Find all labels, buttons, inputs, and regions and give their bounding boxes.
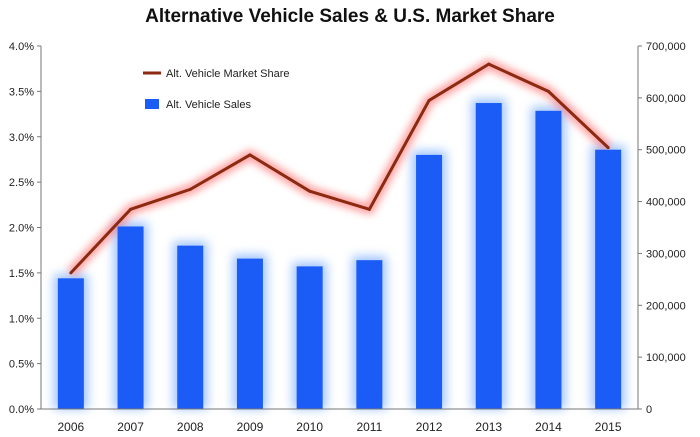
bar: [117, 226, 144, 409]
left-tick-label: 0.5%: [9, 359, 34, 371]
right-tick-label: 600,000: [646, 93, 686, 105]
line-point: [129, 207, 133, 211]
line-point: [367, 207, 371, 211]
left-tick-label: 4.0%: [9, 41, 34, 53]
right-tick-label: 400,000: [646, 197, 686, 209]
line-point: [69, 271, 73, 275]
legend-label-sales: Alt. Vehicle Sales: [166, 99, 251, 111]
legend-label-market-share: Alt. Vehicle Market Share: [166, 68, 290, 80]
right-tick-label: 100,000: [646, 352, 686, 364]
line-point: [427, 98, 431, 102]
right-tick-label: 700,000: [646, 41, 686, 53]
x-tick-label: 2013: [475, 420, 502, 434]
x-tick-label: 2010: [296, 420, 323, 434]
bar: [296, 266, 323, 409]
chart-title: Alternative Vehicle Sales & U.S. Market …: [145, 6, 555, 27]
right-tick-label: 200,000: [646, 300, 686, 312]
line-point: [248, 153, 252, 157]
bar: [595, 149, 622, 409]
line-point: [308, 189, 312, 193]
right-tick-label: 500,000: [646, 145, 686, 157]
left-tick-label: 1.5%: [9, 268, 34, 280]
x-tick-label: 2006: [57, 420, 84, 434]
x-tick-label: 2009: [237, 420, 264, 434]
bar: [57, 278, 84, 409]
x-tick-label: 2008: [177, 420, 204, 434]
left-tick-label: 0.0%: [9, 404, 34, 416]
bar: [475, 103, 502, 410]
line-point: [188, 187, 192, 191]
bar: [416, 154, 443, 409]
x-tick-label: 2011: [356, 420, 382, 434]
left-tick-label: 2.0%: [9, 223, 34, 235]
bar: [177, 245, 204, 409]
right-tick-label: 0: [646, 404, 652, 416]
legend-swatch-bar: [145, 99, 159, 109]
x-tick-label: 2015: [595, 420, 622, 434]
x-tick-label: 2014: [535, 420, 562, 434]
bar: [236, 258, 263, 409]
x-tick-label: 2012: [416, 420, 443, 434]
line-point: [546, 89, 550, 93]
x-tick-label: 2007: [117, 420, 144, 434]
bar: [535, 110, 562, 410]
market-share-line: [69, 62, 610, 274]
right-tick-label: 300,000: [646, 248, 686, 260]
line-point: [606, 146, 610, 150]
left-tick-label: 3.5%: [9, 86, 34, 98]
left-tick-label: 1.0%: [9, 313, 34, 325]
left-tick-label: 2.5%: [9, 177, 34, 189]
line-glow: [67, 59, 612, 277]
line-point: [487, 62, 491, 66]
bar: [356, 260, 383, 409]
left-tick-label: 3.0%: [9, 132, 34, 144]
